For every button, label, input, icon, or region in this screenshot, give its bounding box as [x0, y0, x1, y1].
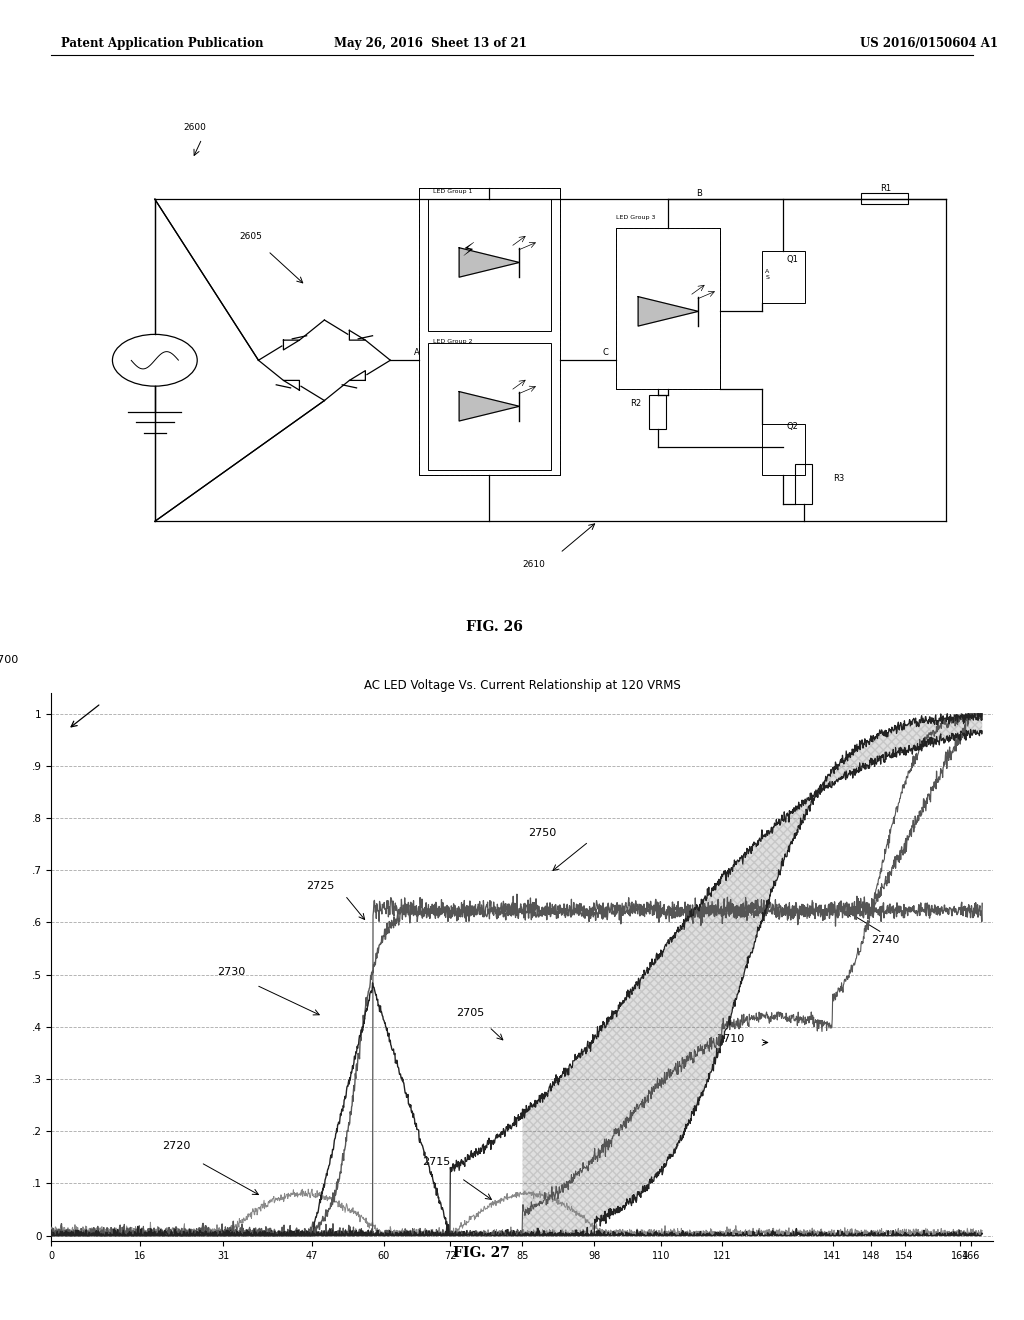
Bar: [428, 343, 551, 470]
Text: 2740: 2740: [871, 936, 900, 945]
Text: FIG. 26: FIG. 26: [466, 619, 522, 634]
Polygon shape: [638, 297, 698, 326]
Text: R3: R3: [834, 474, 845, 483]
Bar: [763, 251, 805, 302]
Bar: [616, 228, 720, 389]
Text: 2725: 2725: [306, 880, 335, 891]
Text: Q2: Q2: [786, 422, 798, 432]
Text: 2715: 2715: [423, 1158, 451, 1167]
Bar: [796, 463, 812, 504]
Text: B: B: [696, 189, 702, 198]
Text: 2705: 2705: [456, 1008, 484, 1019]
Bar: [861, 194, 908, 203]
Text: LED Group 1: LED Group 1: [433, 189, 472, 194]
Title: AC LED Voltage Vs. Current Relationship at 120 VRMS: AC LED Voltage Vs. Current Relationship …: [364, 678, 681, 692]
Text: Patent Application Publication: Patent Application Publication: [61, 37, 264, 50]
Polygon shape: [459, 248, 519, 277]
Text: R1: R1: [881, 183, 891, 193]
Text: ⚡: ⚡: [461, 242, 475, 261]
Bar: [763, 424, 805, 475]
Text: 2605: 2605: [240, 232, 262, 242]
Text: 2700: 2700: [0, 655, 18, 664]
Polygon shape: [459, 392, 519, 421]
Text: LED Group 3: LED Group 3: [616, 215, 656, 220]
Bar: [428, 199, 551, 331]
Text: 2600: 2600: [183, 123, 206, 132]
Text: Q1: Q1: [786, 256, 798, 264]
Text: A: A: [414, 347, 420, 356]
Text: FIG. 27: FIG. 27: [453, 1246, 510, 1259]
Text: 2750: 2750: [527, 829, 556, 838]
Text: 2710: 2710: [716, 1035, 744, 1044]
Bar: [419, 187, 560, 475]
Text: R2: R2: [631, 399, 642, 408]
Text: C: C: [602, 347, 608, 356]
Text: LED Group 2: LED Group 2: [433, 339, 472, 345]
Text: May 26, 2016  Sheet 13 of 21: May 26, 2016 Sheet 13 of 21: [334, 37, 526, 50]
Text: A
S: A S: [765, 269, 770, 280]
Text: 2730: 2730: [217, 966, 246, 977]
Bar: [649, 395, 667, 429]
Text: 2720: 2720: [162, 1142, 190, 1151]
Text: 2610: 2610: [522, 561, 545, 569]
Text: US 2016/0150604 A1: US 2016/0150604 A1: [860, 37, 998, 50]
